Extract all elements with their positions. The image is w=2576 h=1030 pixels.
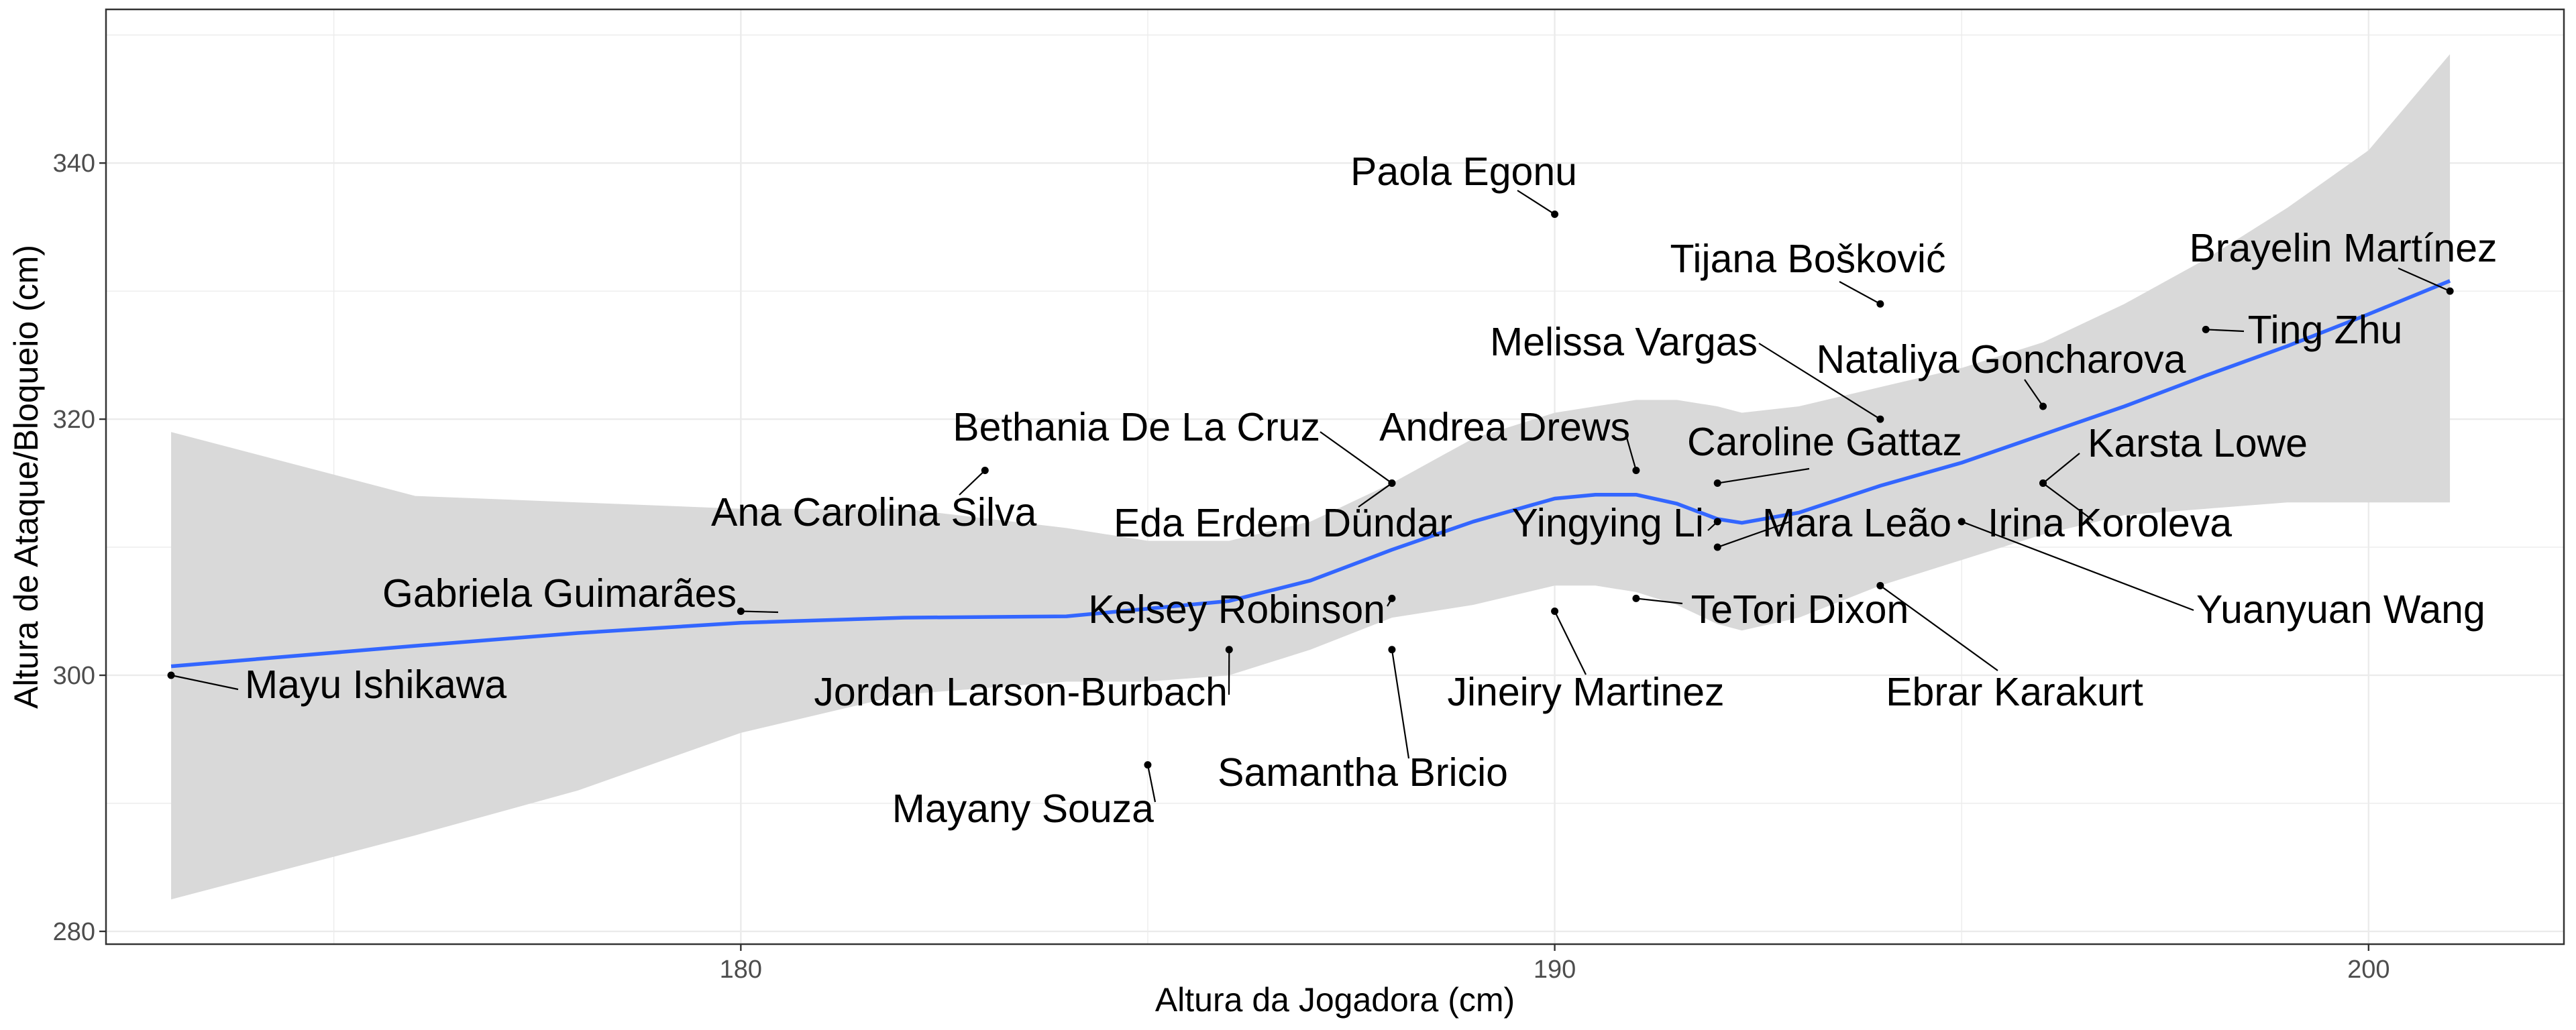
y-tick-label: 340 — [53, 150, 95, 178]
point-label: Brayelin Martínez — [2189, 226, 2497, 270]
label-leader-line — [1707, 521, 1718, 531]
plot-panel-border — [105, 8, 2565, 946]
point-label: Yingying Li — [1512, 501, 1704, 545]
label-leader-line — [1839, 281, 1881, 305]
point-label: Melissa Vargas — [1490, 320, 1758, 364]
smooth-line-layer — [170, 279, 2451, 669]
label-leader-line — [1717, 520, 1790, 549]
y-axis-title: Altura de Ataque/Bloqueio (cm) — [7, 245, 45, 709]
label-leader-line — [1880, 585, 1998, 671]
label-leader-line — [1635, 597, 1683, 605]
point-label: Gabriela Guimarães — [382, 571, 737, 616]
point-label: Irina Koroleva — [1988, 501, 2232, 545]
smooth-trend-line — [170, 279, 2451, 669]
y-tick-label: 300 — [53, 662, 95, 690]
label-leader-line — [2398, 267, 2451, 292]
point-label: Samantha Bricio — [1218, 750, 1508, 795]
label-leader-line — [1387, 597, 1393, 607]
label-leader-line — [170, 674, 239, 691]
point-label: Tijana Bošković — [1670, 237, 1946, 281]
x-axis-title: Altura da Jogadora (cm) — [1155, 981, 1515, 1019]
point-label: Caroline Gattaz — [1687, 420, 1962, 464]
label-leader-line — [1358, 482, 1393, 508]
axes: 180 190 200 280 300 320 340 — [53, 150, 2390, 984]
label-leader-line — [959, 469, 986, 496]
point-label: Bethania De La Cruz — [953, 405, 1320, 449]
x-tick-label: 180 — [720, 956, 762, 984]
y-tick-label: 320 — [53, 406, 95, 434]
label-leader-line — [1554, 611, 1587, 675]
label-leader-line — [2042, 453, 2080, 484]
label-leader-line — [2206, 329, 2245, 333]
point-label: Andrea Drews — [1379, 405, 1630, 449]
label-leader-line — [1717, 467, 1810, 484]
point-label: Jordan Larson-Burbach — [814, 670, 1228, 714]
point-label: Mayany Souza — [892, 787, 1154, 831]
point-label: Kelsey Robinson — [1088, 587, 1385, 632]
point-label: Mara Leão — [1762, 501, 1951, 545]
point-label: Eda Erdem Dündar — [1114, 501, 1452, 545]
x-tick-label: 200 — [2347, 956, 2390, 984]
label-leader-line — [1758, 343, 1881, 420]
point-label: Ebrar Karakurt — [1886, 670, 2143, 714]
confidence-ribbon-layer — [171, 54, 2451, 900]
point-label: Paola Egonu — [1350, 150, 1577, 194]
point-label: Karsta Lowe — [2088, 421, 2308, 465]
label-leader-line — [2024, 379, 2044, 407]
point-label: TeTori Dixon — [1691, 587, 1909, 632]
label-leader-line — [1961, 520, 2194, 612]
label-leader-line — [1146, 764, 1157, 803]
label-leader-line — [1391, 649, 1410, 759]
label-leader-line — [1517, 190, 1556, 215]
y-tick-label: 280 — [53, 918, 95, 946]
label-leader-line — [2042, 482, 2094, 521]
point-label: Ting Zhu — [2248, 308, 2403, 352]
point-labels-layer: Mayu Ishikawa Gabriela Guimarães Ana Carol… — [170, 150, 2498, 831]
point-label: Ana Carolina Silva — [711, 490, 1037, 534]
label-leader-line — [1320, 431, 1393, 484]
point-label: Jineiry Martinez — [1447, 670, 1724, 714]
confidence-ribbon — [171, 54, 2451, 900]
point-label: Mayu Ishikawa — [245, 663, 506, 707]
x-tick-label: 190 — [1534, 956, 1576, 984]
label-leader-line — [1624, 433, 1637, 471]
point-label: Yuanyuan Wang — [2196, 587, 2485, 632]
point-label: Nataliya Goncharova — [1817, 337, 2186, 382]
